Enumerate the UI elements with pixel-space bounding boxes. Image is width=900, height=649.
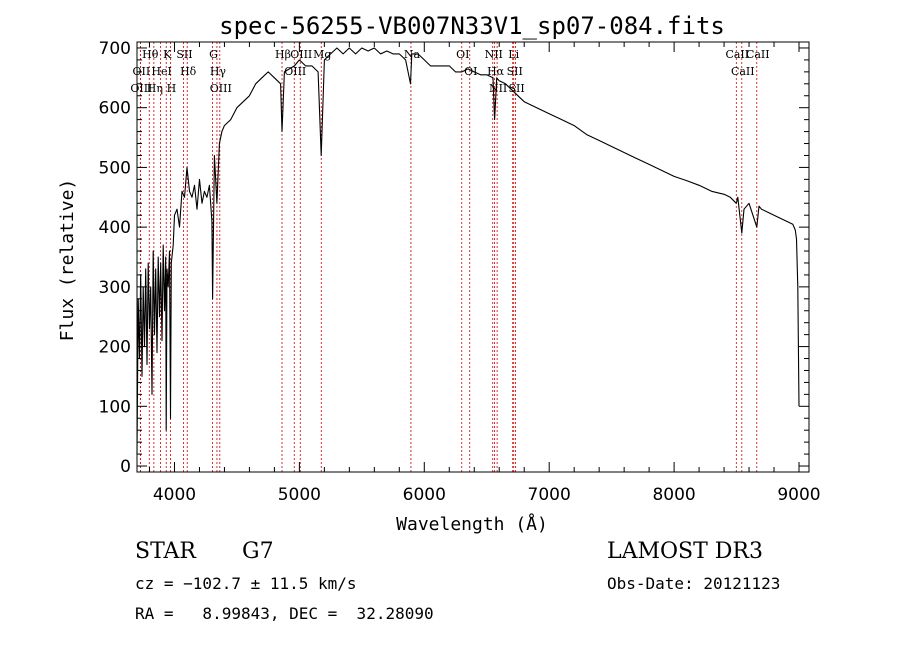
object-subclass: G7 bbox=[242, 539, 274, 564]
y-tick-label: 100 bbox=[99, 397, 131, 417]
x-axis-label: Wavelength (Å) bbox=[396, 513, 548, 535]
spectral-line-label: NII bbox=[489, 82, 507, 95]
x-axis-ticks: 4000 5000 6000 7000 8000 9000 bbox=[148, 42, 821, 505]
redshift-velocity: cz = −102.7 ± 11.5 km/s bbox=[135, 574, 357, 593]
spectral-line-label: CaII bbox=[725, 48, 749, 61]
spectral-line-label: OIII bbox=[210, 82, 232, 95]
spectral-line-label: Hη bbox=[147, 82, 163, 95]
spectral-line-label: OIII bbox=[130, 82, 152, 95]
spectral-line-label: CaII bbox=[746, 48, 770, 61]
coordinates: RA = 8.99843, DEC = 32.28090 bbox=[135, 604, 434, 623]
spectral-line-label: HeI bbox=[151, 65, 171, 78]
spectral-line-label: Hθ bbox=[142, 48, 159, 61]
x-tick-label: 6000 bbox=[403, 485, 446, 505]
plot-frame bbox=[136, 41, 810, 473]
survey-name: LAMOST DR3 bbox=[607, 539, 763, 564]
y-tick-label: 500 bbox=[99, 158, 131, 178]
y-tick-label: 600 bbox=[99, 99, 131, 119]
spectral-line-label: Mg bbox=[313, 48, 331, 61]
observation-date: Obs-Date: 20121123 bbox=[607, 574, 781, 593]
spectral-line-label: Hβ bbox=[275, 48, 291, 61]
spectral-line-label: SII bbox=[508, 82, 524, 95]
spectral-line-markers bbox=[139, 42, 758, 472]
spectral-line-label: SII bbox=[507, 65, 523, 78]
x-tick-label: 9000 bbox=[777, 485, 820, 505]
spectral-line-label: Hδ bbox=[180, 65, 197, 78]
x-tick-label: 4000 bbox=[153, 485, 196, 505]
spectral-line-label: H bbox=[167, 82, 177, 95]
y-axis-ticks: 0 100 200 300 400 500 600 700 bbox=[99, 39, 809, 477]
y-tick-label: 400 bbox=[99, 218, 131, 238]
x-tick-label: 8000 bbox=[652, 485, 695, 505]
spectrum-series bbox=[136, 47, 800, 455]
spectral-line-label: OI bbox=[456, 48, 469, 61]
chart-title: spec-56255-VB007N33V1_sp07-084.fits bbox=[219, 12, 725, 40]
spectral-line-label: OI bbox=[464, 65, 477, 78]
y-tick-label: 700 bbox=[99, 39, 131, 59]
spectral-line-label: CaII bbox=[731, 65, 755, 78]
spectral-line-label: Li bbox=[508, 48, 519, 61]
spectral-line-label: NII bbox=[485, 48, 503, 61]
object-class: STAR bbox=[135, 539, 196, 564]
spectral-line-label: OIII bbox=[290, 48, 312, 61]
y-tick-label: 200 bbox=[99, 338, 131, 358]
spectrum-line bbox=[136, 47, 800, 455]
spectral-line-label: Hα bbox=[487, 65, 505, 78]
spectral-line-label: Hγ bbox=[210, 65, 227, 78]
spectral-line-label: OIII bbox=[284, 65, 306, 78]
x-tick-label: 7000 bbox=[528, 485, 571, 505]
spectral-line-label: K bbox=[163, 48, 172, 61]
y-tick-label: 0 bbox=[120, 457, 131, 477]
y-tick-label: 300 bbox=[99, 278, 131, 298]
spectral-line-label: SII bbox=[176, 48, 192, 61]
y-axis-label: Flux (relative) bbox=[57, 179, 78, 342]
spectral-line-label: G bbox=[209, 48, 218, 61]
x-tick-label: 5000 bbox=[278, 485, 321, 505]
